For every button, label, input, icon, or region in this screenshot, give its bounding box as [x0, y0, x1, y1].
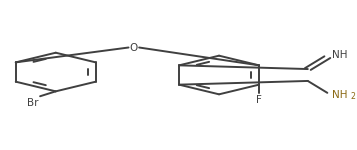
Text: NH: NH [332, 50, 347, 60]
Text: 2: 2 [350, 93, 355, 102]
Text: Br: Br [27, 98, 38, 108]
Text: O: O [130, 42, 138, 52]
Text: F: F [256, 95, 262, 105]
Text: NH: NH [332, 90, 347, 100]
